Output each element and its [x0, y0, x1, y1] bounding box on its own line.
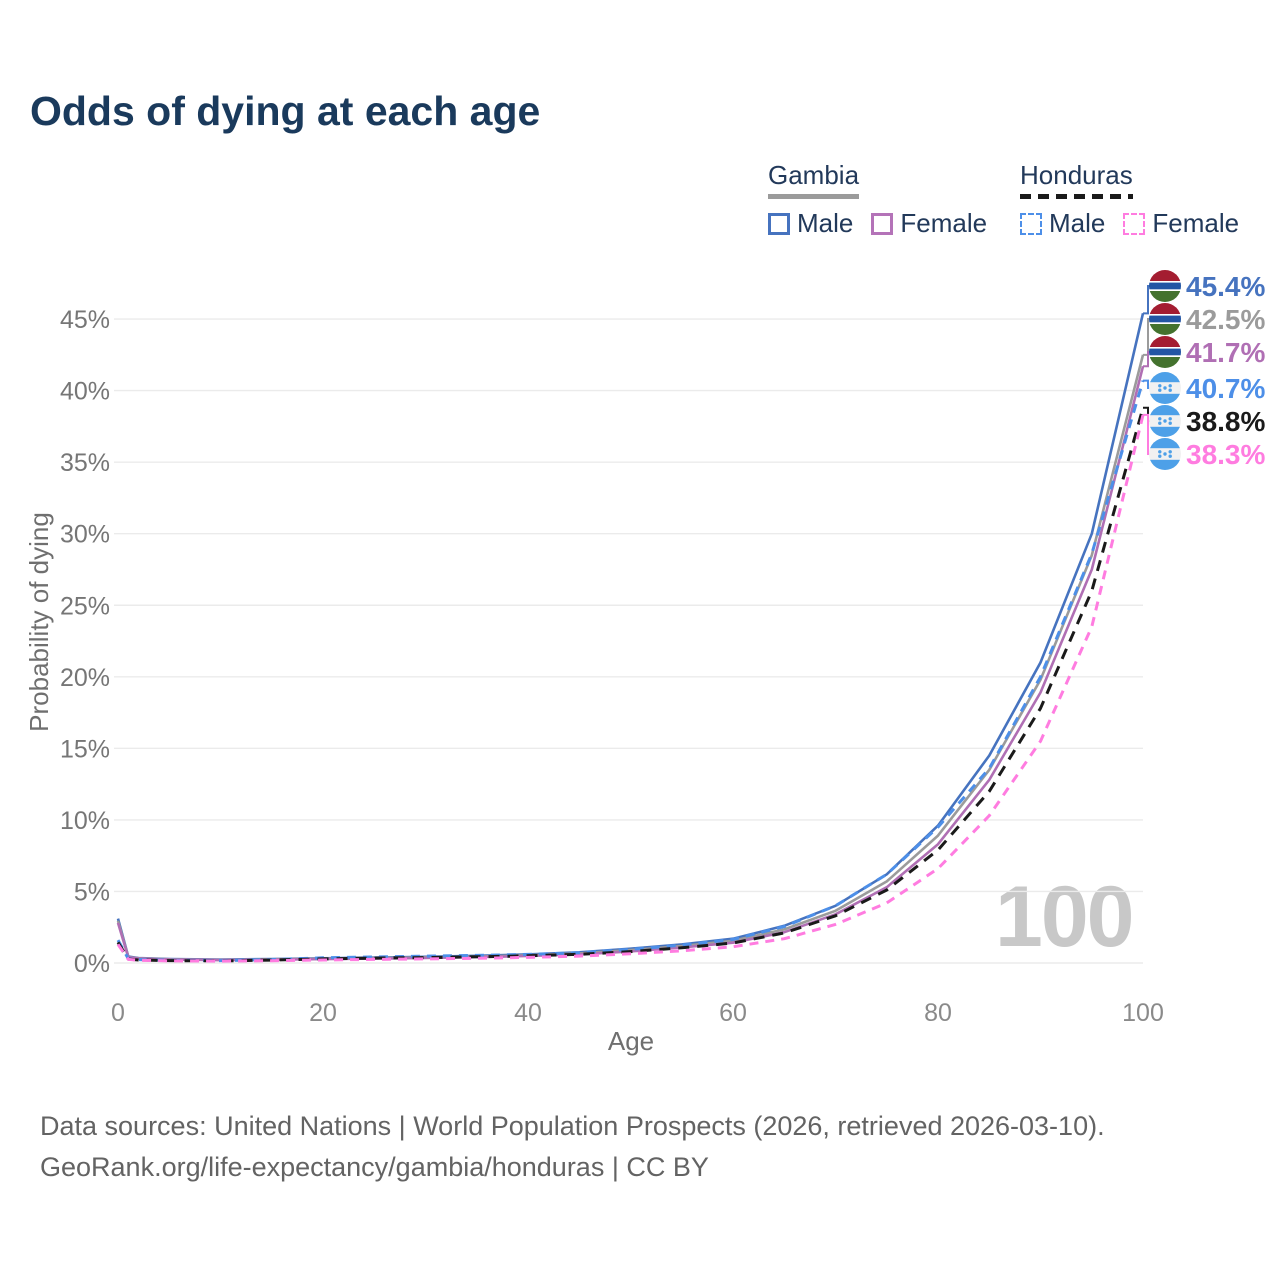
- legend-honduras-label: Honduras: [1020, 160, 1133, 190]
- y-tick-label: 10%: [60, 807, 110, 835]
- x-tick-label: 0: [111, 999, 125, 1027]
- watermark-max-age: 100: [995, 869, 1134, 965]
- data-sources-text: Data sources: United Nations | World Pop…: [40, 1111, 1105, 1141]
- legend-item-gambia-female[interactable]: Female: [871, 208, 987, 239]
- legend-gambia-header[interactable]: Gambia: [768, 160, 860, 199]
- legend-label-female: Female: [1152, 208, 1240, 238]
- legend-item-honduras-female[interactable]: Female: [1123, 208, 1239, 239]
- honduras-flag-icon: [1149, 438, 1181, 470]
- legend-group-gambia: Gambia Male Female: [768, 160, 1005, 239]
- honduras-flag-icon: [1149, 405, 1181, 437]
- y-tick-label: 25%: [60, 592, 110, 620]
- legend-group-honduras: Honduras Male Female: [1020, 160, 1257, 239]
- series-line-honduras-female[interactable]: [116, 414, 1145, 963]
- y-tick-label: 15%: [60, 735, 110, 763]
- series-line-gambia-male[interactable]: [116, 313, 1145, 961]
- legend-item-honduras-male[interactable]: Male: [1020, 208, 1105, 239]
- y-tick-label: 35%: [60, 449, 110, 477]
- gambia-flag-icon: [1149, 270, 1181, 302]
- y-tick-label: 45%: [60, 306, 110, 334]
- honduras-line-style-swatch: [1020, 194, 1133, 199]
- end-value-label: 40.7%: [1186, 373, 1265, 404]
- end-value-label: 38.3%: [1186, 439, 1265, 470]
- gambia-flag-icon: [1149, 303, 1181, 335]
- y-axis-title: Probability of dying: [24, 512, 54, 732]
- legend-label-female: Female: [900, 208, 988, 238]
- y-tick-label: 30%: [60, 521, 110, 549]
- chart-footer: Data sources: United Nations | World Pop…: [40, 1106, 1105, 1188]
- y-tick-label: 0%: [74, 950, 110, 978]
- attribution-text: GeoRank.org/life-expectancy/gambia/hondu…: [40, 1152, 709, 1182]
- end-value-label: 41.7%: [1186, 337, 1265, 368]
- gambia-female-swatch-icon: [871, 212, 894, 235]
- legend-honduras-header[interactable]: Honduras: [1020, 160, 1133, 199]
- x-tick-label: 40: [514, 999, 542, 1027]
- y-tick-label: 20%: [60, 664, 110, 692]
- x-tick-label: 20: [309, 999, 337, 1027]
- gambia-male-swatch-icon: [768, 212, 790, 235]
- gambia-flag-icon: [1149, 336, 1181, 368]
- x-tick-label: 100: [1122, 999, 1164, 1027]
- y-tick-label: 5%: [74, 878, 110, 906]
- end-value-label: 45.4%: [1186, 271, 1265, 302]
- x-tick-label: 60: [719, 999, 747, 1027]
- end-value-label: 38.8%: [1186, 406, 1265, 437]
- series-line-gambia[interactable]: [116, 354, 1145, 962]
- honduras-flag-icon: [1149, 372, 1181, 404]
- gambia-line-style-swatch: [768, 194, 860, 199]
- honduras-female-swatch-icon: [1123, 212, 1146, 235]
- legend-gambia-label: Gambia: [768, 160, 860, 190]
- end-value-label: 42.5%: [1186, 304, 1265, 335]
- honduras-male-swatch-icon: [1020, 212, 1042, 235]
- series-line-honduras[interactable]: [116, 407, 1145, 963]
- y-tick-label: 40%: [60, 378, 110, 406]
- page-title: Odds of dying at each age: [30, 88, 541, 134]
- x-tick-label: 80: [924, 999, 952, 1027]
- x-axis-title: Age: [608, 1026, 654, 1056]
- legend-label-male: Male: [1049, 208, 1106, 238]
- legend-label-male: Male: [797, 208, 854, 238]
- series-line-gambia-female[interactable]: [116, 365, 1145, 962]
- legend-item-gambia-male[interactable]: Male: [768, 208, 853, 239]
- series-line-honduras-male[interactable]: [116, 380, 1145, 963]
